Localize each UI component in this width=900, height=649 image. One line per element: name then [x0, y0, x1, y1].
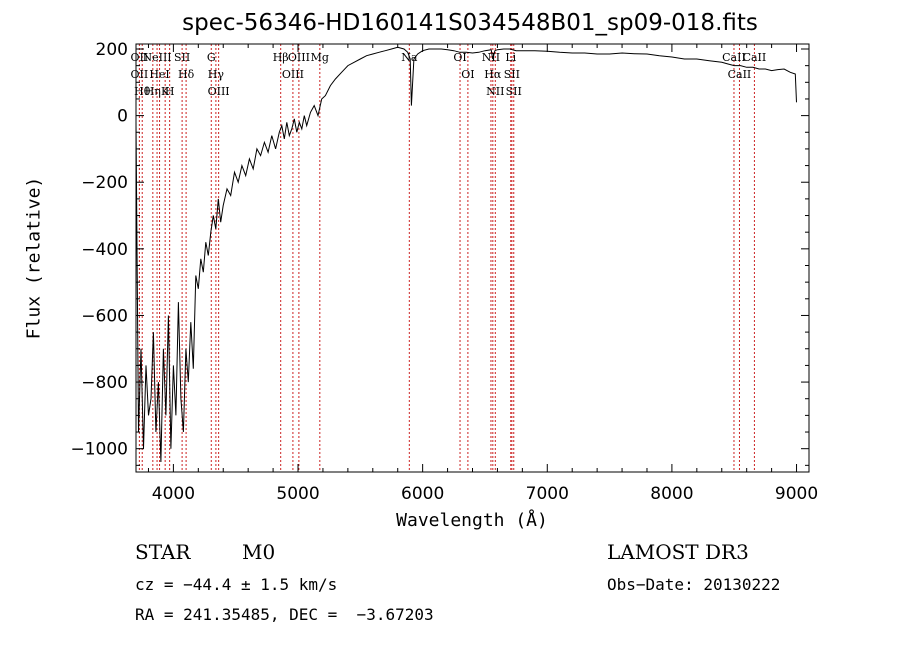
plot-frame — [135, 43, 810, 473]
line-label: OI — [461, 68, 474, 81]
line-label: NII — [482, 51, 500, 64]
line-label: Hη — [145, 85, 161, 98]
line-label: CaII — [743, 51, 767, 64]
line-label: Mg — [311, 51, 329, 64]
line-label: CaII — [728, 68, 752, 81]
line-label: OIII — [208, 85, 230, 98]
line-label: Li — [505, 51, 516, 64]
x-axis: 4000 5000 6000 7000 8000 9000 — [147, 44, 818, 504]
ra-dec: RA = 241.35485, DEC = −3.67203 — [135, 605, 434, 624]
line-label: OII — [131, 51, 149, 64]
y-axis-label: Flux (relative) — [23, 176, 45, 340]
line-label: OIII — [282, 68, 304, 81]
y-tick-label: −1000 — [70, 440, 128, 460]
line-label: OIII — [288, 51, 310, 64]
y-tick-label: −400 — [81, 240, 128, 260]
y-tick-label: 0 — [117, 107, 128, 127]
line-marker-layer — [138, 44, 755, 472]
line-label: Hδ — [178, 68, 195, 81]
x-tick-label: 5000 — [276, 484, 319, 504]
obs-date: Obs−Date: 20130222 — [607, 575, 781, 594]
line-label: H — [165, 85, 175, 98]
y-tick-label: −800 — [81, 373, 128, 393]
line-label: G — [207, 51, 216, 64]
line-label: K — [161, 85, 170, 98]
y-tick-label: 200 — [96, 40, 128, 60]
line-label: Hγ — [208, 68, 225, 81]
y-axis: −1000 −800 −600 −400 −200 0 200 — [70, 40, 809, 466]
y-tick-label: −200 — [81, 173, 128, 193]
x-tick-label: 4000 — [152, 484, 195, 504]
object-class: STAR — [135, 540, 191, 564]
x-axis-label: Wavelength (Å) — [396, 510, 548, 531]
line-label: SII — [174, 51, 190, 64]
line-label: SII — [506, 85, 522, 98]
line-label: SII — [504, 68, 520, 81]
x-tick-label: 9000 — [775, 484, 818, 504]
x-tick-label: 7000 — [526, 484, 569, 504]
survey-label: LAMOST DR3 — [607, 540, 749, 564]
line-label: OII — [131, 68, 149, 81]
chart-title: spec-56346-HD160141S034548B01_sp09-018.f… — [182, 10, 758, 36]
y-tick-label: −600 — [81, 306, 128, 326]
line-label-layer: OIIOIIHθHηNeIIIHeIKHSIIHδGHγOIIIHβOIIIOI… — [131, 51, 767, 98]
line-label: CaII — [722, 51, 746, 64]
cz-value: cz = −44.4 ± 1.5 km/s — [135, 575, 338, 594]
x-tick-label: 8000 — [650, 484, 693, 504]
line-label: HeI — [149, 68, 169, 81]
line-label: Hθ — [134, 85, 151, 98]
line-label: NeIII — [142, 51, 171, 64]
line-label: OI — [453, 51, 466, 64]
line-label: Hα — [484, 68, 502, 81]
line-label: NII — [486, 85, 504, 98]
line-label: Hβ — [273, 51, 289, 64]
object-subclass: M0 — [242, 540, 276, 564]
spectrum-line — [135, 46, 797, 463]
x-tick-label: 6000 — [401, 484, 444, 504]
